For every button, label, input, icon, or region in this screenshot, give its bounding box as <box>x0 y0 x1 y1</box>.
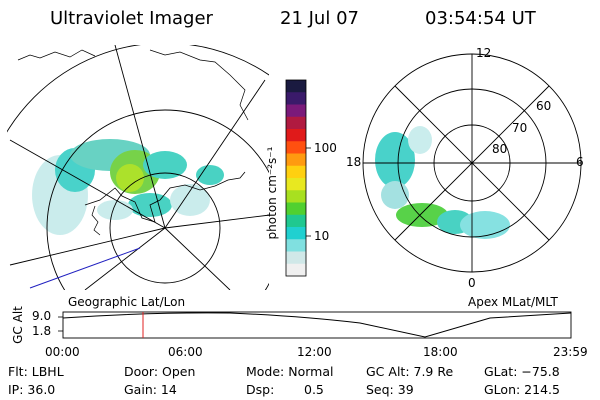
timeline-ytick-top: 9.0 <box>32 309 52 323</box>
geographic-caption: Geographic Lat/Lon <box>68 295 186 309</box>
colorbar-segment <box>286 178 306 191</box>
timeline-ytick-bottom: 1.8 <box>32 324 52 338</box>
timeline-xtick: 18:00 <box>423 345 458 359</box>
page-title: Ultraviolet Imager <box>50 8 213 29</box>
colorbar-segment <box>286 227 306 240</box>
gain-info: Gain: 14 <box>124 382 177 397</box>
timeline-xtick: 06:00 <box>168 345 203 359</box>
colorbar <box>286 80 306 277</box>
timeline-xtick: 12:00 <box>297 345 332 359</box>
mlt-label-12: 12 <box>476 46 492 60</box>
timeline-axis-label: GC Alt <box>11 306 25 344</box>
timeline-xtick: 00:00 <box>45 345 80 359</box>
colorbar-tick-100: 100 <box>314 141 337 155</box>
mlat-label-70: 70 <box>512 121 528 135</box>
colorbar-segment <box>286 141 306 154</box>
colorbar-segment <box>286 92 306 105</box>
dsp-value: 0.5 <box>304 382 324 397</box>
colorbar-segment <box>286 202 306 216</box>
mlt-label-18: 18 <box>346 155 362 169</box>
colorbar-segment <box>286 165 306 179</box>
colorbar-segment <box>286 116 306 130</box>
orbit-timeline <box>58 311 572 339</box>
timeline-xtick: 23:59 <box>553 345 588 359</box>
colorbar-segment <box>286 263 306 277</box>
altitude-trace <box>62 312 572 338</box>
colorbar-segment <box>286 80 306 93</box>
seq-info: Seq: 39 <box>366 382 414 397</box>
mode-info: Mode: Normal <box>246 364 334 379</box>
colorbar-segment <box>286 153 306 167</box>
door-info: Door: Open <box>124 364 196 379</box>
colorbar-segment <box>286 190 306 203</box>
glat-info: GLat: −75.8 <box>484 364 560 379</box>
coastline <box>91 205 101 236</box>
magnetic-polar-plot <box>362 53 582 273</box>
colorbar-segment <box>286 129 306 142</box>
mlat-label-80: 80 <box>492 142 508 156</box>
mlt-label-6: 6 <box>576 155 584 169</box>
terminator-line <box>29 247 141 289</box>
colorbar-unit-label: photon cm⁻²s⁻¹ <box>265 146 279 240</box>
glon-info: GLon: 214.5 <box>484 382 560 397</box>
aurora-emission-geographic <box>32 139 224 235</box>
colorbar-segment <box>286 104 306 118</box>
filter-info: Flt: LBHL <box>8 364 64 379</box>
colorbar-segment <box>286 251 306 265</box>
magnetic-caption: Apex MLat/MLT <box>468 295 558 309</box>
mlat-label-60: 60 <box>536 99 552 113</box>
time-label: 03:54:54 UT <box>425 8 536 29</box>
mlt-label-0: 0 <box>468 276 476 290</box>
dsp-label: Dsp: <box>246 382 275 397</box>
gc-alt-info: GC Alt: 7.9 Re <box>366 364 454 379</box>
colorbar-segment <box>286 214 306 228</box>
aurora-emission-magnetic <box>375 126 510 239</box>
colorbar-segment <box>286 239 306 252</box>
coastline <box>84 171 246 223</box>
date-label: 21 Jul 07 <box>280 8 359 29</box>
geographic-map <box>7 45 269 290</box>
colorbar-tick-10: 10 <box>314 229 330 243</box>
ip-info: IP: 36.0 <box>8 382 56 397</box>
